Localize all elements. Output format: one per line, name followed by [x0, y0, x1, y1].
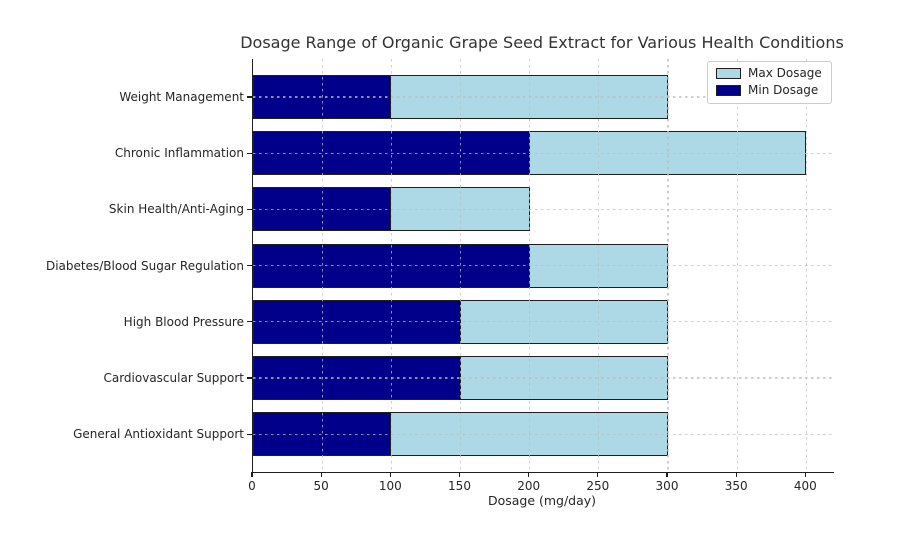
- x-tick-mark-200: [528, 472, 530, 477]
- y-tick-mark-cardiovascular-support: [247, 377, 252, 379]
- y-tick-label-cardiovascular-support: Cardiovascular Support: [103, 371, 244, 385]
- x-axis-label: Dosage (mg/day): [487, 493, 597, 508]
- plot-area: [252, 59, 834, 473]
- x-tick-mark-150: [458, 472, 461, 477]
- y-tick-label-diabetes-blood-sugar-regulation: Diabetes/Blood Sugar Regulation: [45, 258, 244, 273]
- x-tick-label-350: 350: [724, 479, 748, 493]
- legend-swatch-max-dosage: [716, 68, 741, 79]
- x-tick-mark-300: [666, 472, 668, 477]
- gridline-y-diabetes-blood-sugar-regulation: [253, 265, 834, 267]
- gridline-y-cardiovascular-support: [253, 377, 834, 379]
- gridline-y-high-blood-pressure: [253, 321, 834, 323]
- y-tick-mark-chronic-inflammation: [247, 152, 252, 154]
- legend-label-max-dosage: Max Dosage: [748, 66, 822, 80]
- y-tick-mark-skin-health-anti-aging: [247, 208, 252, 210]
- legend-label-min-dosage: Min Dosage: [748, 83, 819, 97]
- legend: Max Dosage Min Dosage: [707, 61, 832, 104]
- chart-title: Dosage Range of Organic Grape Seed Extra…: [240, 33, 844, 52]
- y-tick-label-general-antioxidant-support: General Antioxidant Support: [73, 427, 244, 442]
- y-tick-label-high-blood-pressure: High Blood Pressure: [123, 314, 244, 329]
- x-tick-mark-350: [735, 472, 737, 477]
- x-tick-label-0: 0: [248, 479, 256, 493]
- x-tick-label-50: 50: [313, 479, 329, 493]
- x-tick-mark-50: [320, 472, 322, 477]
- legend-entry-max-dosage: Max Dosage: [716, 67, 822, 80]
- x-tick-mark-250: [597, 472, 599, 477]
- y-tick-label-skin-health-anti-aging: Skin Health/Anti-Aging: [108, 202, 244, 217]
- gridline-y-chronic-inflammation: [253, 152, 834, 154]
- gridline-y-general-antioxidant-support: [253, 433, 834, 435]
- y-tick-mark-general-antioxidant-support: [247, 433, 252, 435]
- x-tick-label-150: 150: [448, 479, 471, 493]
- x-tick-mark-100: [389, 472, 391, 477]
- x-tick-label-300: 300: [655, 479, 679, 493]
- y-tick-label-chronic-inflammation: Chronic Inflammation: [114, 146, 244, 161]
- x-tick-label-100: 100: [378, 479, 402, 493]
- gridline-y-skin-health-anti-aging: [253, 208, 834, 210]
- legend-entry-min-dosage: Min Dosage: [716, 84, 822, 97]
- x-tick-mark-0: [251, 472, 253, 477]
- y-tick-mark-high-blood-pressure: [247, 321, 252, 323]
- gridline-y-weight-management: [253, 96, 834, 98]
- y-tick-mark-diabetes-blood-sugar-regulation: [247, 265, 252, 267]
- y-tick-label-weight-management: Weight Management: [119, 90, 244, 104]
- legend-swatch-min-dosage: [716, 85, 741, 96]
- x-tick-label-250: 250: [586, 479, 610, 493]
- x-tick-label-200: 200: [517, 479, 541, 493]
- y-tick-mark-weight-management: [247, 96, 252, 98]
- x-tick-label-400: 400: [793, 479, 817, 493]
- x-tick-mark-400: [804, 472, 806, 477]
